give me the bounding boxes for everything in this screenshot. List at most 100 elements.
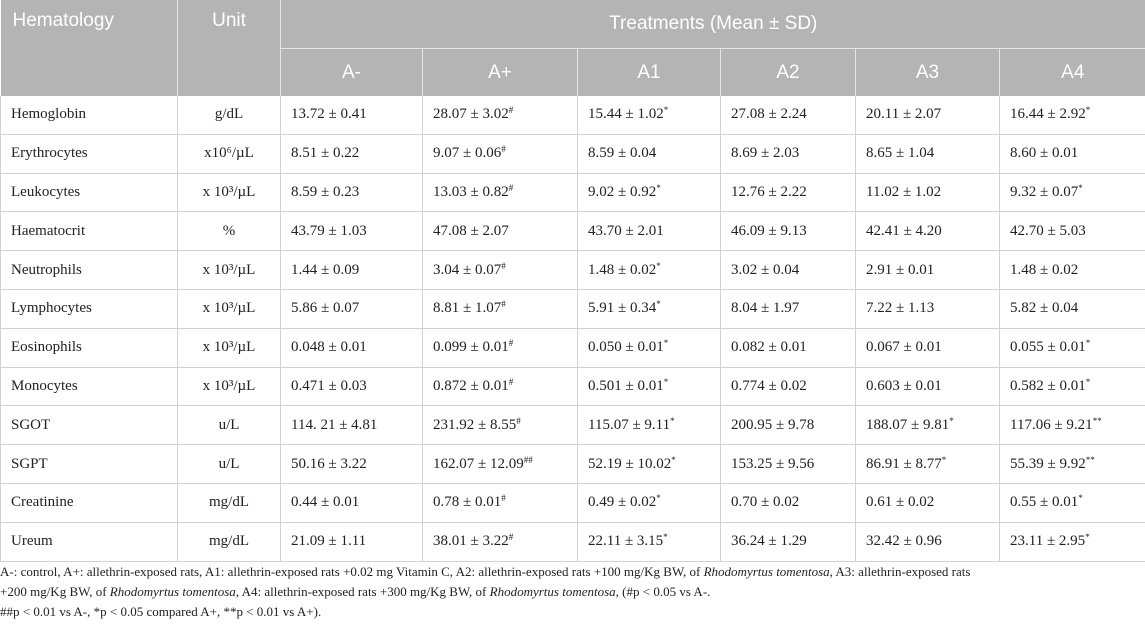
value-text: 5.82 ± 0.04 bbox=[1010, 300, 1079, 317]
value-text: 200.95 ± 9.78 bbox=[731, 416, 815, 433]
value-text: 115.07 ± 9.11 bbox=[588, 416, 671, 433]
significance-mark: * bbox=[656, 299, 661, 310]
table-row: Eosinophils x 10³/µL 0.048 ± 0.01 0.099 ± 0… bbox=[0, 328, 1145, 368]
significance-mark: # bbox=[508, 105, 514, 116]
value-cell: 38.01 ± 3.22# bbox=[422, 522, 578, 562]
value-cell: 42.41 ± 4.20 bbox=[855, 211, 1000, 252]
header-hematology: Hematology bbox=[0, 0, 178, 96]
value-text: 16.44 ± 2.92 bbox=[1010, 106, 1086, 123]
value-text: 0.603 ± 0.01 bbox=[866, 377, 942, 394]
value-text: 50.16 ± 3.22 bbox=[291, 455, 367, 472]
value-cell: 231.92 ± 8.55# bbox=[422, 405, 578, 446]
value-cell: 5.86 ± 0.07 bbox=[280, 289, 423, 329]
row-unit: mg/dL bbox=[177, 522, 281, 562]
value-text: 9.07 ± 0.06 bbox=[433, 145, 502, 162]
value-text: 231.92 ± 8.55 bbox=[433, 416, 517, 433]
value-text: 188.07 ± 9.81 bbox=[866, 416, 950, 433]
value-cell: 21.09 ± 1.11 bbox=[280, 522, 423, 562]
value-cell: 0.067 ± 0.01 bbox=[855, 328, 1000, 368]
value-text: 0.78 ± 0.01 bbox=[433, 494, 502, 511]
significance-mark: * bbox=[671, 454, 676, 465]
value-cell: 0.501 ± 0.01* bbox=[577, 367, 721, 407]
table-row: Neutrophils x 10³/µL 1.44 ± 0.09 3.04 ± 0.0… bbox=[0, 250, 1145, 290]
table-body: Hemoglobin g/dL 13.72 ± 0.41 28.07 ± 3.02# 1… bbox=[0, 96, 1145, 562]
value-cell: 114. 21 ± 4.81 bbox=[280, 405, 423, 446]
value-cell: 0.048 ± 0.01 bbox=[280, 328, 423, 368]
significance-mark: * bbox=[1085, 105, 1091, 116]
value-text: 0.501 ± 0.01 bbox=[588, 377, 664, 394]
value-text: 43.79 ± 1.03 bbox=[291, 222, 367, 239]
value-cell: 23.11 ± 2.95* bbox=[998, 522, 1145, 562]
value-text: 46.09 ± 9.13 bbox=[731, 222, 807, 239]
value-cell: 0.774 ± 0.02 bbox=[720, 367, 856, 407]
value-cell: 20.11 ± 2.07 bbox=[855, 96, 1000, 135]
value-cell: 8.59 ± 0.04 bbox=[577, 134, 721, 174]
value-cell: 0.78 ± 0.01# bbox=[422, 483, 578, 523]
header-group-a-plus: A+ bbox=[422, 48, 578, 96]
value-text: 3.02 ± 0.04 bbox=[731, 261, 800, 278]
value-cell: 43.79 ± 1.03 bbox=[280, 211, 423, 252]
hematology-table: Hematology Unit Treatments (Mean ± SD) A… bbox=[0, 0, 1145, 562]
value-cell: 13.03 ± 0.82# bbox=[422, 173, 578, 213]
value-cell: 55.39 ± 9.92** bbox=[998, 444, 1145, 484]
value-cell: 1.44 ± 0.09 bbox=[280, 250, 423, 290]
significance-mark: * bbox=[670, 415, 675, 426]
value-cell: 43.70 ± 2.01 bbox=[577, 211, 721, 252]
row-label: SGPT bbox=[0, 444, 178, 484]
footnote-line-1: A-: control, A+: allethrin-exposed rats,… bbox=[0, 562, 1145, 582]
footnote-line-2-text: +200 mg/Kg BW, of Rhodomyrtus tomentosa,… bbox=[0, 584, 711, 599]
value-cell: 27.08 ± 2.24 bbox=[720, 96, 856, 135]
value-text: 43.70 ± 2.01 bbox=[588, 222, 664, 239]
value-cell: 5.91 ± 0.34* bbox=[577, 289, 721, 329]
header-treatments: Treatments (Mean ± SD) bbox=[279, 0, 1145, 49]
row-label: Haematocrit bbox=[0, 211, 178, 252]
value-cell: 0.603 ± 0.01 bbox=[855, 367, 1000, 407]
header-group-a1: A1 bbox=[577, 48, 721, 96]
value-cell: 200.95 ± 9.78 bbox=[720, 405, 856, 446]
table-footnote: A-: control, A+: allethrin-exposed rats,… bbox=[0, 562, 1145, 622]
table-row: Leukocytes x 10³/µL 8.59 ± 0.23 13.03 ± 0.8… bbox=[0, 173, 1145, 213]
row-label: SGOT bbox=[0, 405, 178, 446]
significance-mark: * bbox=[656, 182, 661, 193]
value-cell: 8.69 ± 2.03 bbox=[720, 134, 856, 174]
value-text: 0.582 ± 0.01 bbox=[1010, 377, 1086, 394]
value-text: 36.24 ± 1.29 bbox=[731, 533, 807, 550]
value-text: 8.81 ± 1.07 bbox=[433, 300, 502, 317]
value-cell: 52.19 ± 10.02* bbox=[577, 444, 721, 484]
value-text: 114. 21 ± 4.81 bbox=[291, 416, 378, 433]
value-text: 0.055 ± 0.01 bbox=[1010, 339, 1086, 356]
significance-mark: * bbox=[1085, 338, 1091, 349]
header-group-a3: A3 bbox=[855, 48, 1000, 96]
value-cell: 86.91 ± 8.77* bbox=[855, 444, 1000, 484]
value-text: 3.04 ± 0.07 bbox=[433, 261, 502, 278]
table-row: Creatinine mg/dL 0.44 ± 0.01 0.78 ± 0.01# 0.… bbox=[0, 483, 1145, 523]
value-text: 55.39 ± 9.92 bbox=[1010, 455, 1086, 472]
value-cell: 9.32 ± 0.07* bbox=[998, 173, 1145, 213]
value-cell: 8.60 ± 0.01 bbox=[998, 134, 1145, 174]
value-cell: 8.51 ± 0.22 bbox=[280, 134, 423, 174]
row-unit: mg/dL bbox=[177, 483, 281, 523]
row-label: Lymphocytes bbox=[0, 289, 178, 329]
header-group-a2: A2 bbox=[720, 48, 856, 96]
table-row: Erythrocytes x10⁶/µL 8.51 ± 0.22 9.07 ± 0.0… bbox=[0, 134, 1145, 174]
table-row: Hemoglobin g/dL 13.72 ± 0.41 28.07 ± 3.02# 1… bbox=[0, 96, 1145, 135]
value-text: 5.86 ± 0.07 bbox=[291, 300, 360, 317]
value-cell: 9.07 ± 0.06# bbox=[422, 134, 578, 174]
value-text: 0.067 ± 0.01 bbox=[866, 339, 942, 356]
value-cell: 13.72 ± 0.41 bbox=[280, 96, 423, 135]
row-unit: x 10³/µL bbox=[177, 367, 281, 407]
table-row: Haematocrit% 43.79 ± 1.03 47.08 ± 2.07 43.7… bbox=[0, 211, 1145, 252]
value-cell: 0.082 ± 0.01 bbox=[720, 328, 856, 368]
significance-mark: * bbox=[663, 376, 669, 387]
value-cell: 162.07 ± 12.09## bbox=[422, 444, 578, 484]
significance-mark: * bbox=[1085, 376, 1091, 387]
value-text: 2.91 ± 0.01 bbox=[866, 261, 935, 278]
value-text: 13.03 ± 0.82 bbox=[433, 183, 509, 200]
row-unit: x 10³/µL bbox=[177, 250, 281, 290]
value-cell: 117.06 ± 9.21** bbox=[998, 405, 1145, 446]
value-cell: 0.050 ± 0.01* bbox=[577, 328, 721, 368]
value-text: 8.69 ± 2.03 bbox=[731, 145, 800, 162]
row-unit: x10⁶/µL bbox=[177, 134, 281, 174]
value-cell: 0.872 ± 0.01# bbox=[422, 367, 578, 407]
row-unit: x 10³/µL bbox=[177, 289, 281, 329]
